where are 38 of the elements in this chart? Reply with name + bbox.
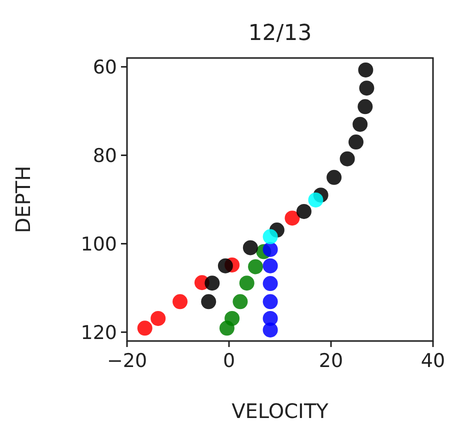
point (358, 62, 374, 78)
point (248, 259, 264, 274)
point (224, 310, 240, 326)
chart-title: 12/13 (248, 21, 312, 46)
y-tick-label: 60 (92, 56, 117, 78)
x-tick-label: 20 (318, 350, 344, 372)
point (348, 134, 364, 150)
point (262, 258, 278, 274)
point (242, 240, 258, 256)
point (232, 294, 248, 310)
point (150, 310, 166, 326)
point (262, 276, 278, 292)
point (201, 294, 216, 310)
point (262, 229, 278, 244)
point (137, 320, 152, 336)
point (262, 294, 278, 310)
point (204, 276, 220, 291)
point (262, 242, 278, 257)
x-tick-label: 40 (420, 350, 446, 372)
x-tick-label: −20 (106, 350, 148, 372)
point (262, 310, 278, 326)
y-tick-label: 80 (92, 144, 117, 167)
point (172, 294, 188, 310)
point (359, 80, 374, 96)
y-tick-label: 100 (80, 233, 117, 256)
x-tick-label: 0 (222, 350, 236, 372)
y-tick-label: 120 (80, 322, 117, 344)
point (340, 151, 355, 166)
x-axis-title: VELOCITY (232, 399, 330, 423)
point (284, 210, 300, 226)
point (308, 192, 324, 208)
point (358, 99, 373, 114)
point (326, 170, 342, 185)
point (239, 276, 254, 291)
point (296, 204, 312, 219)
point (352, 116, 368, 132)
point (218, 258, 233, 274)
y-axis-title: DEPTH (11, 166, 35, 234)
